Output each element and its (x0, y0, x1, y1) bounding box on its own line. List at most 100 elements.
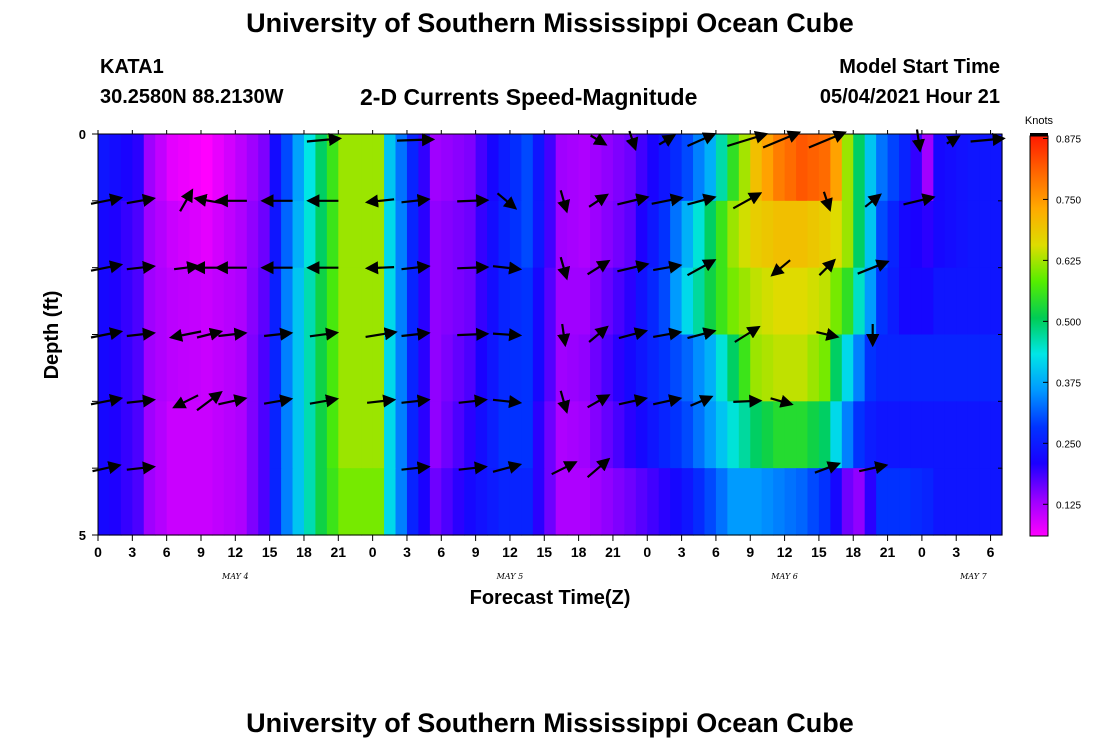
heatmap-cell (281, 267, 294, 336)
heatmap-cell (830, 267, 843, 336)
heatmap-cell (521, 134, 534, 202)
heatmap-cell (326, 267, 339, 336)
heatmap-cell (452, 134, 465, 202)
x-tick-label: 0 (94, 544, 102, 560)
current-vector (126, 193, 156, 207)
heatmap-cell (109, 200, 122, 269)
heatmap-cell (281, 200, 294, 269)
current-vector (364, 261, 395, 275)
heatmap-cell (899, 267, 912, 336)
heatmap-cell (349, 468, 362, 536)
heatmap-cell (693, 401, 706, 469)
heatmap-cell (326, 334, 339, 402)
colorbar-gradient (1029, 135, 1049, 537)
heatmap-cell (624, 468, 637, 536)
heatmap-cell (681, 468, 694, 536)
heatmap-cell (269, 267, 282, 336)
heatmap-cell (441, 134, 454, 202)
heatmap-cell (612, 334, 625, 402)
heatmap-cell (200, 200, 214, 269)
heatmap-cell (979, 267, 992, 336)
heatmap-cell (647, 267, 660, 336)
heatmap-cell (864, 200, 877, 269)
x-tick-label: 12 (228, 544, 244, 560)
heatmap-cell (715, 334, 728, 402)
heatmap-cell (979, 134, 992, 202)
heatmap-cell (876, 334, 889, 402)
heatmap-cell (887, 334, 900, 402)
current-vector (458, 394, 488, 408)
x-tick-label: 15 (536, 544, 552, 560)
heatmap-cell (544, 200, 557, 269)
heatmap-cell (441, 334, 454, 402)
heatmap-cell (372, 200, 385, 269)
heatmap-cell (429, 468, 442, 536)
current-vector (687, 327, 717, 341)
heatmap-cell (200, 334, 214, 402)
heatmap-cell (658, 267, 671, 336)
heatmap-cell (395, 134, 408, 202)
heatmap-cell (338, 200, 351, 269)
x-tick-label: 9 (472, 544, 480, 560)
heatmap-cell (132, 468, 145, 536)
x-tick-label: 6 (437, 544, 445, 560)
heatmap-cell (475, 267, 488, 336)
heatmap-cell (120, 134, 133, 202)
heatmap-cell (670, 334, 683, 402)
heatmap-cell (612, 267, 625, 336)
heatmap-cell (338, 134, 351, 202)
x-tick-label: 0 (918, 544, 926, 560)
heatmap-cell (567, 334, 580, 402)
heatmap-cell (109, 267, 122, 336)
current-vector (770, 394, 794, 408)
heatmap-cell (910, 401, 923, 469)
heatmap-cell (372, 334, 385, 402)
current-vector (90, 393, 124, 407)
heatmap-cell (166, 401, 179, 469)
heatmap-cell (681, 134, 694, 202)
current-vector (126, 394, 156, 408)
heatmap-cell (384, 267, 397, 336)
heatmap-cell (910, 267, 923, 336)
heatmap-cell (498, 200, 511, 269)
heatmap-cell (658, 200, 671, 269)
heatmap-cell (189, 200, 202, 269)
heatmap-cell (235, 267, 248, 336)
heatmap-cell (727, 468, 740, 536)
heatmap-cell (750, 267, 763, 336)
heatmap-cell (921, 334, 934, 402)
heatmap-cell (120, 334, 133, 402)
heatmap-cell (384, 401, 397, 469)
heatmap-cell (418, 468, 431, 536)
heatmap-cell (98, 468, 111, 536)
heatmap-cell (864, 334, 877, 402)
heatmap-cell (807, 134, 820, 202)
heatmap-cell (864, 267, 877, 336)
heatmap-cell (944, 468, 957, 536)
heatmap-cell (933, 200, 946, 269)
heatmap-cell (509, 468, 522, 536)
current-vector (263, 327, 294, 341)
x-tick-label: 15 (811, 544, 827, 560)
heatmap-cell (475, 334, 488, 402)
heatmap-cell (155, 468, 168, 536)
heatmap-cell (704, 401, 717, 469)
current-vector (687, 132, 717, 148)
current-vector (734, 325, 761, 343)
heatmap-cell (281, 468, 294, 536)
heatmap-cell (715, 468, 728, 536)
heatmap-cell (452, 200, 465, 269)
heatmap-cell (429, 200, 442, 269)
heatmap-cell (658, 334, 671, 402)
heatmap-cell (246, 334, 259, 402)
heatmap-cell (624, 267, 637, 336)
heatmap-cell (418, 401, 431, 469)
heatmap-cell (361, 401, 374, 469)
heatmap-cell (155, 267, 168, 336)
current-vector (857, 259, 890, 275)
heatmap-cell (544, 468, 557, 536)
heatmap-cell (246, 200, 259, 269)
heatmap-cell (384, 134, 397, 202)
heatmap-cell (727, 401, 740, 469)
heatmap-cell (109, 134, 122, 202)
